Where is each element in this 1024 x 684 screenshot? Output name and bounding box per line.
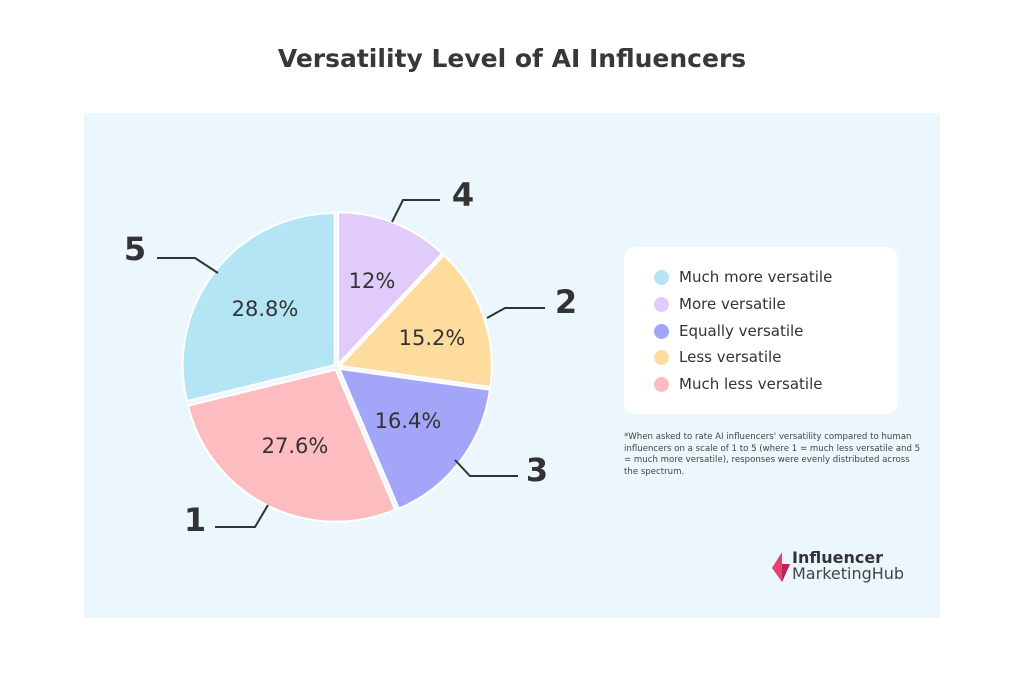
- callout-line: [486, 307, 545, 319]
- logo-icon: [772, 552, 790, 582]
- callout-line: [454, 459, 518, 477]
- legend-item: More versatile: [654, 295, 786, 313]
- pie-slice-2: [337, 253, 493, 389]
- legend-item: Less versatile: [654, 348, 781, 366]
- pie-slice-4: [337, 211, 444, 367]
- legend-swatch: [654, 323, 669, 339]
- legend-swatch: [654, 349, 669, 365]
- callout-line: [391, 199, 440, 223]
- slice-category-label: 5: [124, 230, 146, 268]
- legend-item: Much more versatile: [654, 268, 832, 286]
- data-label: 12%: [349, 269, 396, 293]
- legend-item: Equally versatile: [654, 322, 803, 340]
- legend: Much more versatile More versatile Equal…: [624, 247, 898, 414]
- slice-category-label: 4: [452, 176, 474, 214]
- slice-category-label: 1: [184, 501, 206, 539]
- data-label: 27.6%: [262, 434, 329, 458]
- legend-label: Much more versatile: [679, 268, 833, 286]
- data-label: 28.8%: [232, 297, 299, 321]
- legend-item: Much less versatile: [654, 375, 823, 393]
- legend-swatch: [654, 376, 669, 392]
- pie-slice-3: [337, 367, 492, 511]
- legend-label: More versatile: [679, 295, 786, 313]
- legend-label: Much less versatile: [679, 375, 823, 393]
- data-label: 15.2%: [399, 326, 466, 350]
- callout-line: [215, 504, 269, 528]
- legend-label: Less versatile: [679, 348, 782, 366]
- chart-title: Versatility Level of AI Influencers: [277, 44, 747, 73]
- legend-swatch: [654, 296, 669, 312]
- logo-text: Influencer: [792, 548, 884, 567]
- legend-swatch: [654, 269, 669, 285]
- footnote: *When asked to rate AI influencers' vers…: [624, 432, 921, 477]
- slice-category-label: 3: [526, 451, 548, 489]
- data-label: 16.4%: [375, 409, 442, 433]
- callout-line: [157, 257, 219, 274]
- legend-label: Equally versatile: [679, 322, 804, 340]
- logo-text: MarketingHub: [792, 564, 905, 583]
- slice-category-label: 2: [555, 283, 577, 321]
